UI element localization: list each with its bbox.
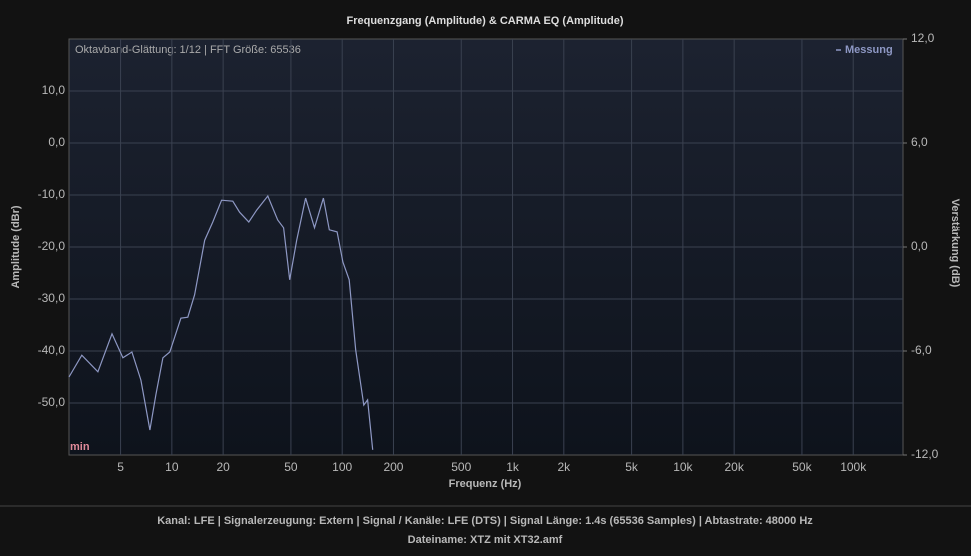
y-tick-label: -10,0 <box>38 187 66 201</box>
x-tick-label: 10 <box>165 460 179 474</box>
y-tick-label: -50,0 <box>38 395 66 409</box>
y2-tick-label: 6,0 <box>911 135 928 149</box>
x-tick-label: 5 <box>117 460 124 474</box>
y-tick-label: -40,0 <box>38 343 66 357</box>
y2-tick-label: 0,0 <box>911 239 928 253</box>
x-tick-label: 200 <box>383 460 403 474</box>
y-tick-label: -30,0 <box>38 291 66 305</box>
x-tick-label: 100k <box>840 460 867 474</box>
y2-tick-label: 12,0 <box>911 31 935 45</box>
y-axis-label: Amplitude (dBr) <box>10 205 22 288</box>
x-tick-label: 1k <box>506 460 520 474</box>
x-tick-label: 50 <box>284 460 298 474</box>
legend-label: Messung <box>845 44 893 56</box>
chart-title: Frequenzgang (Amplitude) & CARMA EQ (Amp… <box>346 15 623 27</box>
x-tick-label: 100 <box>332 460 352 474</box>
y-tick-label: -20,0 <box>38 239 66 253</box>
x-tick-label: 50k <box>792 460 812 474</box>
y2-axis-label: Verstärkung (dB) <box>949 199 961 288</box>
x-axis-label: Frequenz (Hz) <box>449 478 522 490</box>
footer-line: Dateiname: XTZ mit XT32.amf <box>408 534 563 546</box>
y-tick-label: 10,0 <box>42 83 66 97</box>
y2-tick-label: -6,0 <box>911 343 932 357</box>
y2-tick-label: -12,0 <box>911 447 939 461</box>
x-tick-label: 500 <box>451 460 471 474</box>
x-tick-label: 5k <box>625 460 639 474</box>
y-tick-label: 0,0 <box>48 135 65 149</box>
annotation: Oktavband-Glättung: 1/12 | FFT Größe: 65… <box>75 44 301 56</box>
series-line <box>68 194 374 450</box>
x-tick-label: 20 <box>216 460 230 474</box>
x-tick-label: 10k <box>673 460 693 474</box>
x-tick-label: 20k <box>724 460 744 474</box>
footer-line: Kanal: LFE | Signalerzeugung: Extern | S… <box>157 515 813 527</box>
min-label: min <box>70 441 90 453</box>
x-tick-label: 2k <box>557 460 571 474</box>
